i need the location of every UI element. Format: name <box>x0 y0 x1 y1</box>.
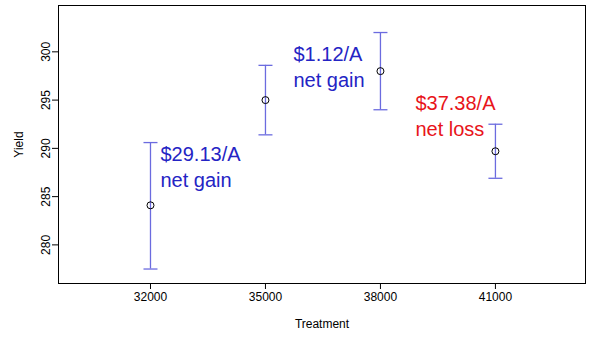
svg-text:32000: 32000 <box>134 290 168 304</box>
svg-text:35000: 35000 <box>249 290 283 304</box>
svg-text:38000: 38000 <box>364 290 398 304</box>
svg-text:$29.13/Anet gain: $29.13/Anet gain <box>160 143 241 191</box>
svg-text:280: 280 <box>39 235 53 255</box>
svg-text:$1.12/Anet gain: $1.12/Anet gain <box>293 43 364 91</box>
svg-text:$37.38/Anet loss: $37.38/Anet loss <box>415 92 496 140</box>
svg-text:300: 300 <box>39 42 53 62</box>
svg-text:41000: 41000 <box>479 290 513 304</box>
svg-text:Yield: Yield <box>12 131 26 157</box>
svg-text:285: 285 <box>39 186 53 206</box>
svg-text:295: 295 <box>39 90 53 110</box>
svg-text:Treatment: Treatment <box>295 317 350 331</box>
svg-text:290: 290 <box>39 138 53 158</box>
